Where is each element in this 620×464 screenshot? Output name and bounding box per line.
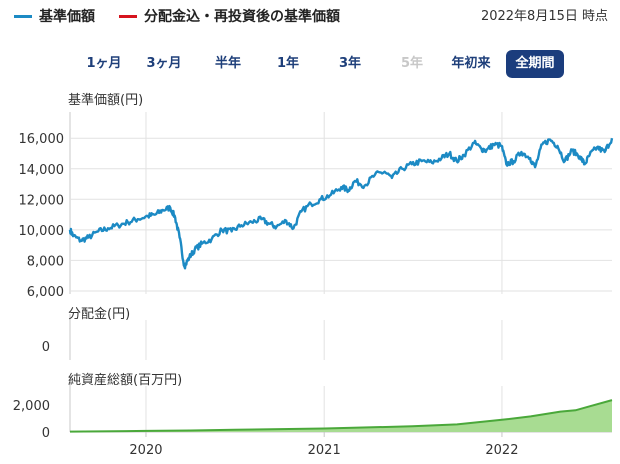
range-button-3-months[interactable]: 3ヶ月 [146,56,182,71]
fund-chart: 基準価額(円) 分配金(円) 純資産総額(百万円) 2020 2021 2022 6,000… [13,92,614,458]
net-assets-y-tick-label: 0 [42,426,50,441]
nav-panel-title: 基準価額(円) [68,92,143,108]
period-selector: 1ヶ月 3ヶ月 半年 1年 3年 5年 年初来 全期間 [78,50,568,78]
x-tick-label: 2020 [129,443,162,458]
nav-y-tick-label: 16,000 [19,132,65,147]
nav-y-tick-label: 10,000 [19,224,65,239]
legend-item-reinvested: 分配金込・再投資後の基準価額 [119,6,340,26]
range-button-all[interactable]: 全期間 [506,50,564,78]
legend-swatch-nav [14,14,32,18]
nav-panel [68,137,614,270]
net-assets-area [70,400,612,432]
x-tick-label: 2022 [485,443,518,458]
grid-layer [69,112,612,437]
legend-label-nav: 基準価額 [39,9,95,25]
axis-labels: 基準価額(円) 分配金(円) 純資産総額(百万円) 2020 2021 2022 6,000… [13,92,519,458]
range-button-half-year[interactable]: 半年 [214,56,241,71]
range-button-ytd[interactable]: 年初来 [451,56,491,71]
net-assets-line [69,399,613,433]
nav-y-tick-label: 12,000 [19,193,65,208]
net-assets-y-tick-label: 2,000 [13,399,50,414]
legend-item-nav: 基準価額 [14,6,95,26]
net-assets-panel-title: 純資産総額(百万円) [68,372,182,388]
chart-legend: 基準価額 分配金込・再投資後の基準価額 [14,6,364,26]
nav-y-tick-label: 14,000 [19,163,65,178]
legend-swatch-reinvested [119,14,137,18]
legend-label-reinvested: 分配金込・再投資後の基準価額 [144,9,340,25]
as-of-date: 2022年8月15日 時点 [480,9,608,24]
nav-y-tick-label: 6,000 [27,285,64,300]
distribution-y-tick-label: 0 [42,340,50,355]
nav-y-tick-label: 8,000 [27,254,64,269]
net-assets-panel [69,399,613,433]
range-button-3-years[interactable]: 3年 [338,56,362,71]
range-button-1-month[interactable]: 1ヶ月 [86,56,122,71]
range-button-1-year[interactable]: 1年 [276,56,300,71]
x-tick-label: 2021 [308,443,341,458]
distribution-panel-title: 分配金(円) [68,306,130,322]
nav-series-line [68,137,614,270]
range-button-5-years: 5年 [400,56,424,71]
